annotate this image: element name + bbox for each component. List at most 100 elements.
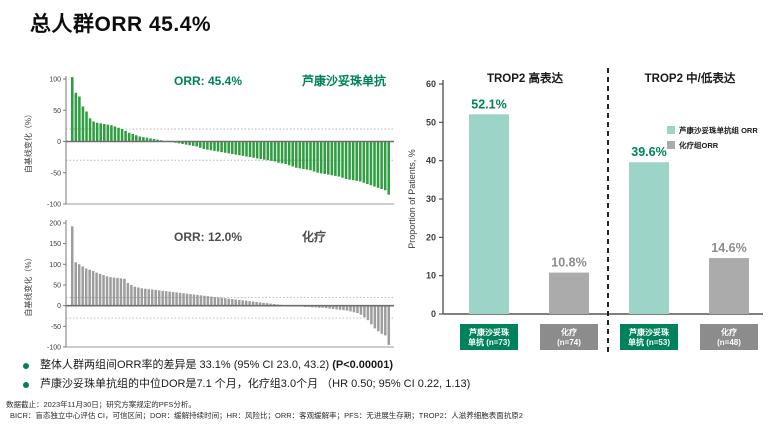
waterfall-bar — [324, 305, 328, 309]
waterfall-bar — [74, 262, 77, 306]
waterfall-bar — [387, 141, 391, 195]
waterfall-bar — [305, 141, 309, 170]
waterfall-bar — [330, 141, 334, 176]
bar-value-label: 39.6% — [631, 145, 666, 159]
waterfall-bar — [171, 292, 175, 306]
waterfall-bar — [234, 141, 238, 155]
orr-bar — [629, 162, 669, 314]
waterfall-bar — [191, 141, 195, 146]
waterfall-bar — [234, 299, 237, 306]
bar-axis-label-box — [700, 324, 758, 350]
waterfall-bar — [196, 294, 199, 306]
y-tick-label: 150 — [49, 241, 61, 248]
waterfall-bar — [84, 268, 88, 306]
waterfall-bar — [126, 282, 130, 306]
waterfall-bar — [220, 297, 224, 306]
waterfall-bar — [295, 141, 298, 168]
waterfall-bar — [359, 141, 362, 182]
waterfall-bar — [338, 305, 342, 310]
waterfall-bar — [124, 130, 127, 142]
waterfall-bar — [112, 277, 116, 306]
waterfall-bar — [316, 141, 319, 173]
waterfall-bar — [164, 291, 168, 306]
waterfall-bar — [280, 141, 284, 164]
summary-bullets: 整体人群两组间ORR率的差异是 33.1% (95% CI 23.0, 43.2… — [20, 356, 470, 394]
waterfall-bar — [206, 141, 209, 150]
y-tick-label: 50 — [53, 108, 61, 115]
waterfall-bar — [341, 141, 344, 178]
waterfall-y-axis-label: 自基线变化（%） — [23, 253, 33, 316]
waterfall-bar — [311, 305, 314, 308]
y-tick-label: 30 — [426, 194, 436, 204]
waterfall-bar — [189, 294, 192, 306]
waterfall-bar — [227, 141, 231, 154]
waterfall-bar — [241, 141, 245, 156]
waterfall-bar — [302, 141, 305, 169]
waterfall-bar — [255, 141, 259, 159]
waterfall-bar — [130, 285, 133, 306]
waterfall-bar — [177, 141, 181, 144]
waterfall-bar — [144, 288, 147, 306]
waterfall-bar — [245, 141, 248, 157]
waterfall-bar — [309, 141, 312, 171]
waterfall-bar — [334, 141, 337, 176]
waterfall-bar — [359, 305, 363, 315]
bar-axis-label-line2: (n=48) — [717, 338, 741, 347]
waterfall-bar — [213, 296, 217, 306]
y-tick-label: 200 — [49, 221, 61, 228]
waterfall-bar — [182, 293, 185, 306]
waterfall-bar — [319, 141, 323, 174]
y-tick-label: 0 — [57, 139, 61, 146]
waterfall-bar — [248, 301, 251, 306]
waterfall-bar — [195, 141, 199, 147]
y-tick-label: 10 — [426, 271, 436, 281]
waterfall-bar — [337, 141, 341, 177]
waterfall-bar — [92, 121, 95, 142]
y-tick-label: 50 — [53, 283, 61, 290]
waterfall-bar — [188, 141, 191, 146]
waterfall-bar — [269, 303, 272, 306]
waterfall-bar — [145, 137, 149, 142]
legend-swatch — [667, 141, 675, 149]
waterfall-bar — [255, 301, 258, 306]
waterfall-bar — [206, 296, 210, 306]
waterfall-bar — [109, 277, 112, 306]
waterfall-bar — [252, 141, 255, 158]
waterfall-bar — [181, 141, 184, 144]
bar-axis-label-line2: 单抗 (n=53) — [628, 337, 670, 347]
y-tick-label: -50 — [51, 170, 61, 177]
waterfall-bar — [362, 141, 366, 183]
waterfall-bar — [231, 141, 234, 154]
bar-axis-label-line2: (n=74) — [557, 338, 581, 347]
waterfall-bar — [81, 266, 84, 306]
waterfall-bar — [248, 141, 252, 158]
waterfall-bar — [298, 141, 302, 169]
waterfall-bar — [363, 305, 366, 318]
bar-axis-label-line2: 单抗 (n=73) — [468, 337, 510, 347]
bar-axis-label-box — [540, 324, 598, 350]
bullet-text: 整体人群两组间ORR率的差异是 33.1% (95% CI 23.0, 43.2… — [40, 359, 333, 371]
waterfall-bar — [103, 124, 106, 142]
waterfall-bar — [192, 294, 196, 306]
waterfall-bar — [184, 141, 188, 145]
waterfall-bar — [77, 264, 81, 306]
waterfall-bar — [81, 106, 85, 142]
waterfall-bar — [88, 118, 92, 142]
waterfall-bar — [175, 292, 178, 306]
waterfall-bar — [91, 270, 95, 306]
waterfall-bar — [147, 289, 151, 306]
waterfall-bar — [323, 141, 327, 174]
waterfall-bar — [78, 96, 81, 142]
waterfall-bar — [349, 305, 352, 312]
waterfall-bar — [203, 295, 206, 306]
waterfall-bar — [312, 141, 316, 172]
waterfall-bar — [380, 141, 383, 189]
waterfall-chart-chemo: 200 150 100 50 0 -50 -100 自基线变化（%） ORR: 12.0% 化疗 — [23, 220, 394, 352]
waterfall-bar — [351, 141, 355, 181]
waterfall-bar — [321, 305, 324, 308]
waterfall-bar — [224, 298, 227, 306]
bar-axis-label-box — [460, 324, 518, 350]
waterfall-bar — [369, 141, 373, 186]
waterfall-bar — [133, 286, 137, 306]
